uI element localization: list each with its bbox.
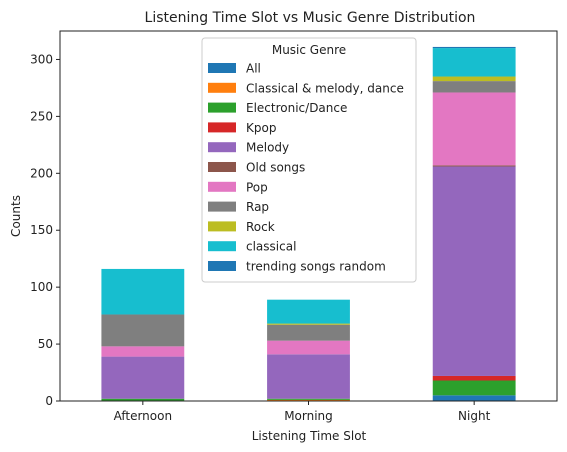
chart-title: Listening Time Slot vs Music Genre Distr… (145, 10, 476, 26)
y-tick-label: 250 (30, 109, 53, 123)
bar-segment-morning-4 (267, 354, 350, 399)
legend-items: All Classical & melody, dance Electronic/D… (208, 62, 404, 274)
legend-swatch (208, 181, 236, 192)
bar-segment-morning-9 (267, 299, 350, 324)
legend-swatch (208, 201, 236, 212)
bar-segment-morning-2 (267, 398, 350, 400)
bar-segment-night-3 (432, 375, 516, 381)
y-tick-label: 200 (30, 166, 53, 180)
bar-segment-afternoon-6 (101, 346, 185, 357)
axes-frame (59, 30, 558, 402)
bar-segment-morning-1 (267, 399, 350, 401)
legend-label: Rock (246, 220, 275, 234)
bar-segment-night-2 (432, 380, 516, 396)
bar-segment-afternoon-7 (101, 314, 185, 347)
bar-segment-night-10 (432, 46, 516, 49)
legend-label: Old songs (246, 161, 305, 175)
legend-swatch (208, 162, 236, 172)
legend-swatch (208, 122, 236, 133)
legend-swatch (208, 221, 236, 232)
bar-segment-morning-6 (267, 340, 350, 355)
legend-swatch (208, 241, 236, 252)
legend-label: classical (246, 240, 296, 254)
bar-segment-night-7 (432, 81, 516, 93)
legend-label: Electronic/Dance (246, 101, 347, 115)
bar-segment-night-9 (432, 48, 516, 77)
legend-swatch (208, 142, 236, 153)
legend-swatch (208, 261, 236, 271)
bar-segment-night-8 (432, 76, 516, 82)
bar-segment-night-4 (432, 166, 516, 376)
y-tick-label: 50 (38, 337, 53, 351)
bar-segment-night-5 (432, 165, 516, 167)
legend-label: Melody (246, 141, 289, 155)
legend-label: Pop (246, 180, 268, 194)
legend-label: All (246, 62, 261, 76)
legend-swatch (208, 63, 236, 73)
y-tick-label: 100 (30, 280, 53, 294)
legend-label: Kpop (246, 121, 276, 135)
plot-area: Afternoon Morning Night 0 50 100 150 200 250 300 (30, 30, 558, 423)
y-tick-label: 150 (30, 223, 53, 237)
bar-segment-afternoon-9 (101, 268, 185, 315)
legend-frame (201, 37, 417, 283)
legend-label: Classical & melody, dance (246, 81, 404, 95)
legend-label: trending songs random (246, 260, 386, 274)
y-tick-label: 0 (45, 394, 53, 408)
x-tick-label: Afternoon (114, 409, 173, 423)
bar-segment-afternoon-4 (101, 356, 185, 399)
y-axis-label: Counts (9, 195, 23, 237)
legend-title: Music Genre (272, 43, 346, 57)
bar-segment-night-6 (432, 92, 516, 166)
legend: Music Genre All Classical & melody, dance… (201, 37, 417, 283)
x-axis-label: Listening Time Slot (252, 429, 367, 443)
bar-segment-morning-7 (267, 324, 350, 341)
bar-segment-afternoon-2 (101, 398, 185, 401)
y-tick-label: 300 (30, 52, 53, 66)
legend-label: Rap (246, 200, 269, 214)
x-tick-label: Morning (284, 409, 333, 423)
bar-segment-morning-8 (267, 323, 350, 325)
bar-segment-night-0 (432, 395, 516, 401)
legend-swatch (208, 82, 236, 93)
x-tick-label: Night (458, 409, 491, 423)
legend-swatch (208, 102, 236, 113)
